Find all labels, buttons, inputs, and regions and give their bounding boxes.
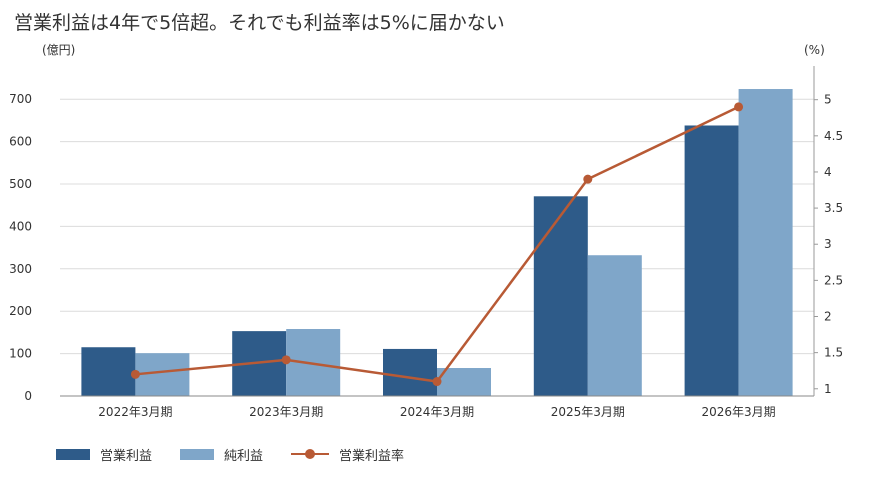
- line-point: [734, 102, 744, 112]
- x-tick-label: 2023年3月期: [249, 405, 323, 419]
- y-right-tick-label: 3.5: [824, 201, 843, 215]
- y-left-tick-label: 200: [9, 304, 32, 318]
- y-right-tick-label: 1.5: [824, 346, 843, 360]
- line-point: [432, 377, 442, 387]
- y-right-tick-label: 5: [824, 93, 832, 107]
- legend-swatch: [180, 448, 215, 460]
- y-left-tick-label: 400: [9, 219, 32, 233]
- bar-operating-profit: [533, 196, 588, 396]
- y-right-axis-label: (%): [804, 43, 825, 57]
- bar-operating-profit: [81, 347, 136, 396]
- bar-operating-profit: [684, 125, 739, 396]
- line-point: [281, 355, 291, 365]
- x-tick-label: 2024年3月期: [400, 405, 474, 419]
- y-left-tick-label: 500: [9, 177, 32, 191]
- line-point: [583, 174, 593, 184]
- y-right-tick-label: 1: [824, 382, 832, 396]
- y-right-tick-label: 4.5: [824, 129, 843, 143]
- y-left-axis-label: (億円): [42, 43, 75, 57]
- legend-label: 営業利益: [100, 448, 153, 464]
- x-tick-label: 2026年3月期: [702, 405, 776, 419]
- legend-label: 純利益: [224, 448, 264, 464]
- y-left-tick-label: 100: [9, 347, 32, 361]
- legend: 営業利益 純利益 営業利益率: [56, 444, 432, 464]
- bar-net-profit: [587, 255, 642, 396]
- legend-swatch: [56, 448, 90, 460]
- x-tick-label: 2022年3月期: [98, 405, 172, 419]
- legend-item-net-profit: 純利益: [180, 445, 263, 464]
- legend-item-margin: 営業利益率: [291, 445, 404, 464]
- line-point: [130, 369, 140, 379]
- legend-item-operating-profit: 営業利益: [56, 445, 152, 464]
- y-left-tick-label: 600: [9, 135, 32, 149]
- y-left-tick-label: 700: [9, 92, 32, 106]
- y-right-tick-label: 3: [824, 237, 832, 251]
- y-right-tick-label: 2: [824, 310, 832, 324]
- x-tick-label: 2025年3月期: [551, 405, 625, 419]
- y-left-tick-label: 0: [24, 389, 32, 403]
- legend-label: 営業利益率: [339, 448, 405, 464]
- bar-net-profit: [738, 89, 793, 397]
- bar-net-profit: [437, 368, 491, 396]
- y-right-tick-label: 2.5: [824, 273, 843, 287]
- bar-operating-profit: [383, 348, 437, 396]
- chart-title: 営業利益は4年で5倍超。それでも利益率は5%に届かない: [14, 12, 505, 34]
- y-right-tick-label: 4: [824, 165, 832, 179]
- y-left-tick-label: 300: [9, 262, 32, 276]
- line-operating-margin: [135, 105, 740, 383]
- legend-line-marker: [291, 448, 330, 460]
